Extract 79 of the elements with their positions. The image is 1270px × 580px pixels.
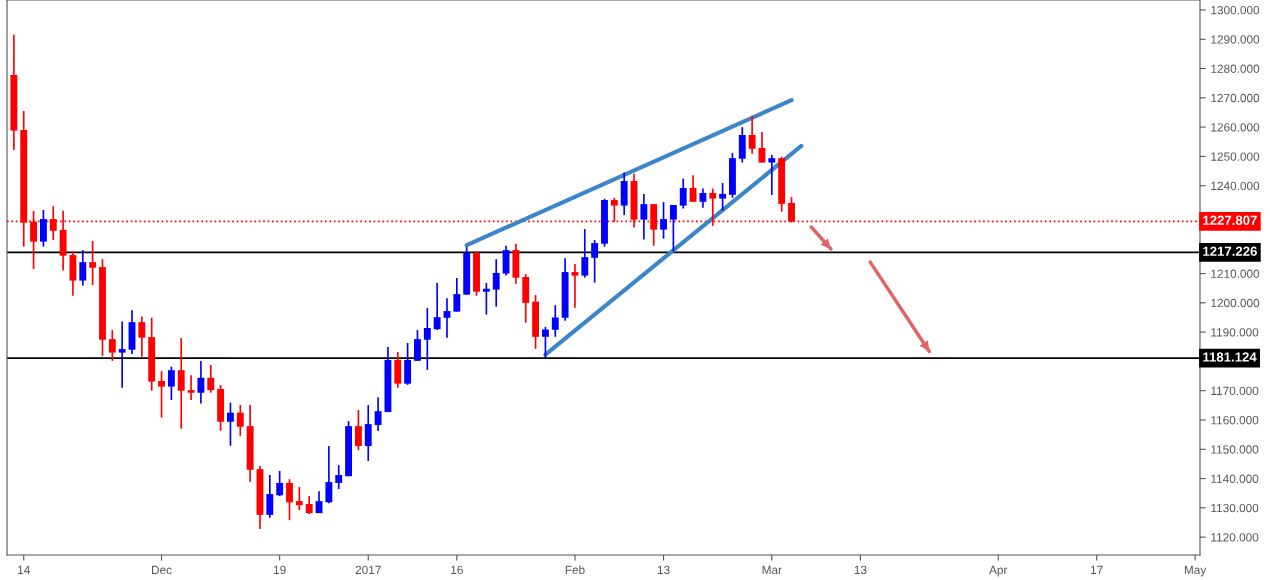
candlestick — [541, 326, 549, 359]
candlestick — [286, 478, 293, 521]
candlestick — [689, 174, 697, 203]
x-tick-label: Dec — [152, 565, 172, 575]
candlestick — [414, 329, 421, 362]
candlestick — [394, 351, 402, 389]
ref-line-label: 1181.124 — [1203, 352, 1257, 362]
candlestick — [738, 126, 746, 164]
y-tick-label: 1250.000 — [1211, 152, 1260, 161]
x-tick-label: Feb — [565, 565, 585, 575]
y-tick-label: 1290.000 — [1211, 35, 1260, 44]
candlestick — [699, 187, 707, 209]
y-tick-label: 1130.000 — [1211, 503, 1259, 513]
candlestick — [89, 240, 97, 286]
y-tick-label: 1160.000 — [1211, 416, 1259, 425]
candlestick — [354, 409, 362, 451]
candlestick — [266, 474, 274, 519]
y-tick-label: 1260.000 — [1211, 123, 1260, 132]
candlestick — [187, 374, 195, 401]
ref-line-label: 1227.807 — [1203, 215, 1257, 225]
candlestick — [325, 445, 333, 504]
candlestick — [482, 282, 490, 316]
candlestick — [167, 365, 175, 401]
y-tick-label: 1190.000 — [1211, 328, 1259, 337]
candlestick — [276, 470, 284, 497]
y-tick-label: 1300.000 — [1211, 5, 1260, 15]
candlestick — [679, 177, 687, 210]
candlestick — [227, 401, 234, 447]
y-tick-label: 1240.000 — [1211, 181, 1260, 191]
x-tick-label: 16 — [451, 565, 463, 575]
x-tick-label: 17 — [1090, 565, 1103, 574]
x-tick-label: Mar — [762, 565, 782, 575]
candlestick — [39, 209, 47, 248]
candlestick — [492, 258, 500, 308]
candlestick — [748, 115, 756, 155]
y-tick-label: 1140.000 — [1211, 474, 1259, 483]
candlestick — [108, 329, 116, 362]
candlestick — [719, 182, 727, 212]
candlestick — [207, 364, 215, 394]
x-tick-label: May — [1184, 565, 1207, 577]
x-tick-label: 13 — [854, 565, 867, 575]
candlestick — [640, 193, 648, 241]
y-tick-label: 1170.000 — [1211, 386, 1259, 396]
x-tick-label: 13 — [657, 565, 670, 575]
ref-line-label: 1217.226 — [1203, 246, 1257, 256]
y-tick-label: 1270.000 — [1211, 93, 1260, 103]
y-tick-label: 1200.000 — [1211, 298, 1260, 308]
candlestick — [374, 396, 382, 432]
y-tick-label: 1210.000 — [1211, 269, 1260, 278]
candlestick — [571, 263, 579, 309]
x-tick-label: Apr — [989, 565, 1008, 577]
x-tick-label: 19 — [273, 565, 286, 575]
candlestick — [364, 404, 372, 462]
candlestick — [138, 315, 146, 358]
candlestick — [197, 360, 205, 405]
candlestick — [158, 370, 165, 419]
candlestick — [453, 277, 461, 313]
candlestick — [551, 304, 559, 338]
candlestick — [669, 204, 677, 253]
candlestick — [423, 307, 431, 371]
y-tick-label: 1150.000 — [1211, 445, 1259, 454]
candlestick — [591, 239, 599, 284]
candlestick — [404, 342, 412, 386]
x-tick-label: 2017 — [355, 565, 381, 575]
candlestick — [581, 228, 589, 279]
candlestick — [177, 337, 185, 430]
candlestick — [118, 320, 126, 389]
candlestick — [236, 404, 244, 437]
candlestick — [79, 249, 87, 287]
x-tick-label: 14 — [18, 565, 30, 574]
candlestick — [443, 297, 451, 339]
candlestick — [49, 205, 57, 241]
candlestick — [768, 154, 776, 196]
candlestick — [433, 282, 441, 331]
candlestick — [335, 464, 343, 490]
candlestick — [295, 486, 303, 512]
y-tick-label: 1280.000 — [1211, 64, 1260, 73]
candlestick — [660, 201, 667, 240]
y-tick-label: 1120.000 — [1211, 533, 1259, 542]
